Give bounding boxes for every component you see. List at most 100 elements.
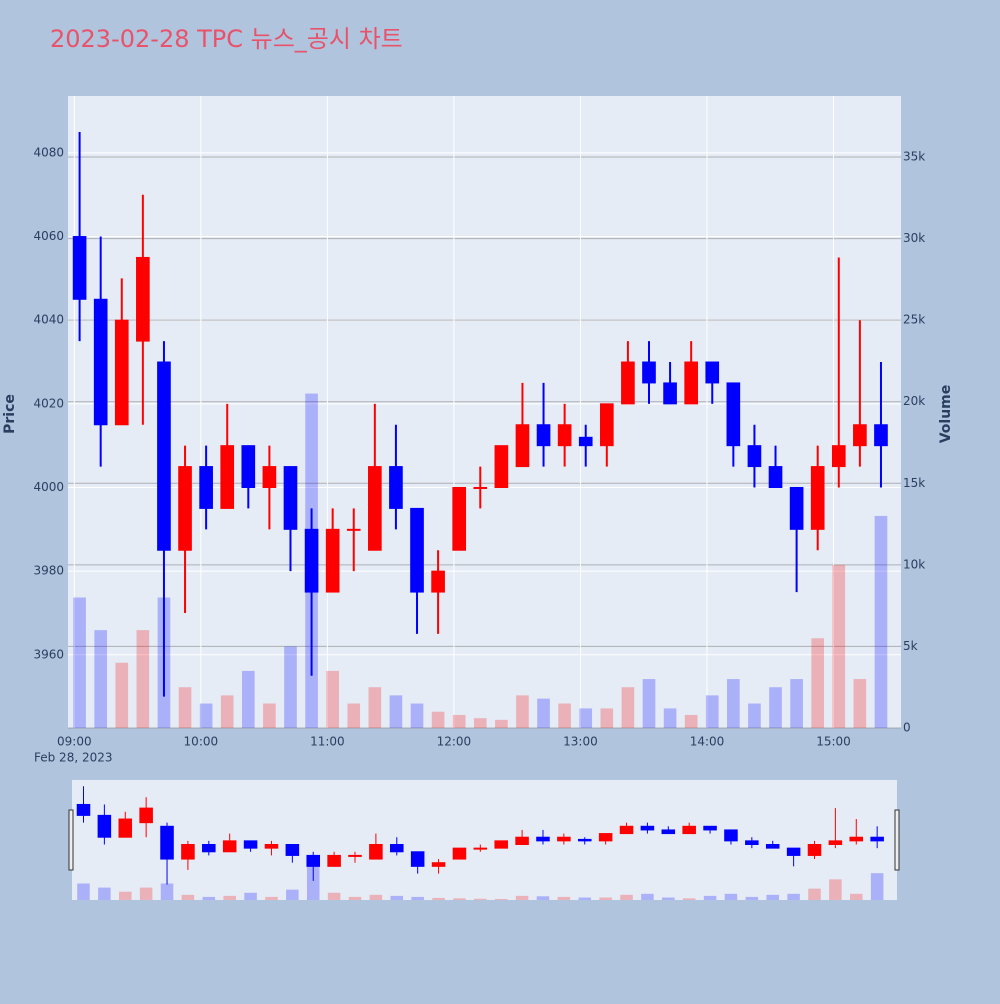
candle-body	[220, 445, 235, 509]
candle-body	[599, 403, 614, 447]
volume-bar	[178, 687, 192, 728]
candle-body	[853, 424, 867, 447]
volume-bar	[850, 893, 863, 900]
volume-bar	[118, 891, 132, 900]
candle-body	[874, 424, 888, 447]
volume-bar	[368, 687, 382, 728]
volume-bar	[662, 897, 675, 900]
candle-body	[97, 814, 112, 838]
candle-body	[789, 486, 804, 530]
x-tick-label: 11:00	[310, 735, 345, 749]
volume-bar	[748, 703, 761, 728]
candle-body	[243, 840, 258, 849]
volume-bar	[473, 718, 487, 728]
x-tick-label: 15:00	[816, 735, 851, 749]
candle-body	[494, 840, 508, 849]
candle-body	[264, 844, 279, 849]
volume-bar	[537, 698, 550, 728]
candle-body	[870, 836, 884, 842]
volume-bar	[600, 708, 614, 728]
y2-tick-label: 20k	[903, 394, 925, 408]
candle-body	[285, 844, 300, 856]
volume-bar	[94, 630, 108, 728]
candle-body	[765, 844, 780, 849]
range-slider[interactable]	[72, 780, 897, 900]
volume-bar	[578, 897, 592, 900]
volume-bar	[494, 898, 508, 900]
volume-bar	[870, 873, 884, 900]
volume-bar	[557, 896, 571, 900]
slider-handle[interactable]	[68, 809, 74, 871]
candle-body	[306, 854, 320, 867]
candle-body	[828, 840, 843, 846]
volume-bar	[874, 515, 888, 728]
volume-bar	[263, 703, 276, 728]
volume-bar	[808, 888, 821, 900]
candle-body	[389, 466, 403, 509]
x-tick-label: 09:00	[57, 735, 92, 749]
y2-tick-label: 5k	[903, 639, 918, 653]
candle-body	[515, 836, 529, 846]
volume-bar	[136, 630, 150, 728]
candle-body	[241, 445, 256, 488]
candle-body	[768, 466, 783, 488]
volume-bar	[745, 896, 759, 900]
volume-bar	[811, 638, 825, 728]
volume-bar	[787, 893, 800, 900]
candle-body	[640, 825, 655, 831]
candle-body	[199, 466, 213, 509]
x-date-label: Feb 28, 2023	[34, 751, 113, 765]
candle-body	[684, 361, 698, 405]
volume-bar	[516, 695, 529, 728]
volume-bar	[347, 703, 361, 728]
volume-bar	[703, 895, 717, 900]
candle-body	[410, 507, 424, 593]
volume-bar	[241, 670, 255, 728]
volume-bar	[620, 894, 633, 900]
candle-body	[619, 825, 634, 835]
volume-bar	[452, 714, 466, 728]
candle-body	[473, 847, 488, 850]
candle-body	[76, 803, 91, 816]
volume-bar	[684, 714, 698, 728]
candle-body	[515, 424, 530, 468]
volume-bar	[474, 898, 487, 900]
candle-body	[304, 528, 319, 593]
volume-bar	[663, 708, 677, 728]
candle-body	[598, 833, 613, 842]
y2-tick-label: 35k	[903, 150, 925, 164]
candle-body	[705, 361, 720, 384]
volume-bar	[411, 896, 424, 900]
candle-body	[786, 847, 801, 856]
volume-bar	[682, 898, 696, 900]
volume-bar	[410, 703, 424, 728]
candle-body	[390, 844, 404, 853]
candle-body	[346, 528, 361, 531]
candle-body	[160, 825, 174, 860]
volume-bar	[621, 687, 635, 728]
y-tick-label: 3980	[33, 564, 64, 578]
candle-body	[661, 829, 676, 835]
candle-body	[557, 836, 571, 842]
volume-bar	[220, 695, 234, 728]
candle-body	[410, 851, 425, 867]
volume-bar	[599, 897, 612, 900]
volume-bar	[139, 887, 153, 900]
volume-bar	[766, 894, 779, 900]
y-tick-label: 4080	[33, 145, 64, 159]
slider-handle[interactable]	[894, 809, 900, 871]
y-tick-label: 4000	[33, 480, 64, 494]
candle-body	[810, 466, 825, 530]
candle-body	[348, 854, 362, 857]
y2-axis-title: Volume	[938, 385, 954, 444]
candle-body	[663, 382, 677, 405]
candle-body	[202, 844, 216, 853]
candle-body	[807, 844, 822, 856]
candle-body	[222, 840, 237, 853]
volume-bar	[326, 670, 339, 728]
x-tick-label: 13:00	[563, 735, 598, 749]
volume-bar	[202, 896, 216, 900]
y2-tick-label: 30k	[903, 231, 925, 245]
candle-body	[745, 840, 759, 846]
candle-body	[114, 319, 129, 426]
